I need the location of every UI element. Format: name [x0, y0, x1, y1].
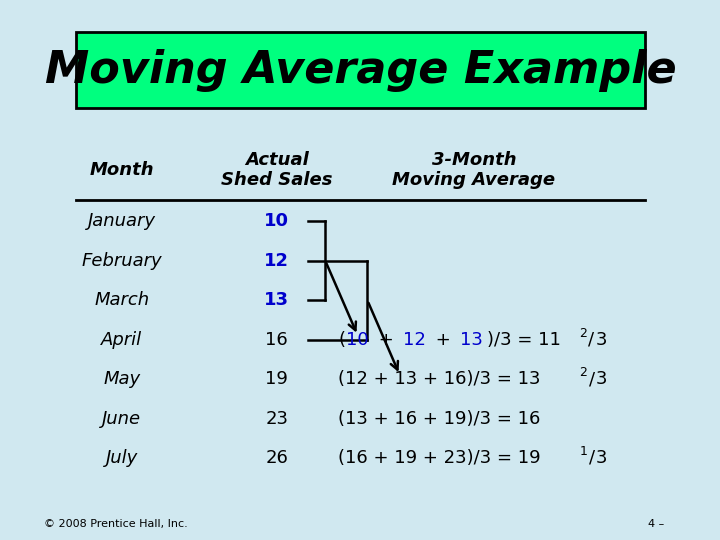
Text: May: May	[103, 370, 140, 388]
Text: Actual
Shed Sales: Actual Shed Sales	[221, 151, 333, 190]
Text: 2: 2	[579, 327, 587, 340]
Text: 3: 3	[595, 330, 607, 349]
Text: (: (	[338, 330, 346, 349]
Text: +: +	[430, 330, 456, 349]
Text: 12: 12	[264, 252, 289, 270]
Text: 3-Month
Moving Average: 3-Month Moving Average	[392, 151, 556, 190]
Text: /: /	[589, 449, 595, 467]
Text: 13: 13	[264, 291, 289, 309]
Text: January: January	[88, 212, 156, 231]
Text: 23: 23	[266, 409, 288, 428]
Text: /: /	[589, 370, 595, 388]
Text: Moving Average Example: Moving Average Example	[45, 49, 677, 92]
Text: 1: 1	[580, 445, 588, 458]
Text: /: /	[588, 330, 595, 349]
Text: (16 + 19 + 23)/3 = 19: (16 + 19 + 23)/3 = 19	[338, 449, 546, 467]
Text: © 2008 Prentice Hall, Inc.: © 2008 Prentice Hall, Inc.	[44, 519, 188, 529]
Text: 10: 10	[346, 330, 369, 349]
Text: February: February	[81, 252, 162, 270]
Text: (13 + 16 + 19)/3 = 16: (13 + 16 + 19)/3 = 16	[338, 409, 541, 428]
Text: 3: 3	[596, 449, 608, 467]
Text: )/3 = 11: )/3 = 11	[487, 330, 567, 349]
Text: 16: 16	[266, 330, 288, 349]
Text: June: June	[102, 409, 141, 428]
Text: April: April	[102, 330, 143, 349]
Text: 26: 26	[266, 449, 288, 467]
Text: 3: 3	[595, 370, 607, 388]
Text: 2: 2	[580, 366, 588, 379]
Text: 12: 12	[403, 330, 426, 349]
Text: July: July	[106, 449, 138, 467]
Text: +: +	[372, 330, 399, 349]
Text: 13: 13	[461, 330, 483, 349]
Text: 4 –: 4 –	[649, 519, 665, 529]
Text: Month: Month	[89, 161, 154, 179]
Text: March: March	[94, 291, 149, 309]
Text: 10: 10	[264, 212, 289, 231]
FancyBboxPatch shape	[76, 32, 645, 108]
Text: 19: 19	[266, 370, 288, 388]
Text: (12 + 13 + 16)/3 = 13: (12 + 13 + 16)/3 = 13	[338, 370, 546, 388]
